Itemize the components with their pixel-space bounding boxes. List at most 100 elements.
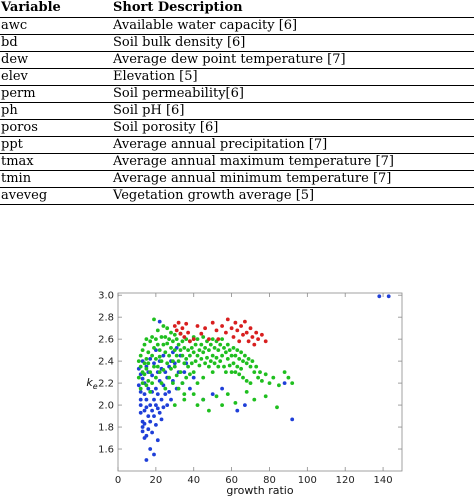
y-tick-label: 3.0 <box>98 291 114 302</box>
data-point-green <box>241 375 245 380</box>
data-point-red <box>244 330 249 335</box>
data-point-green <box>174 337 179 341</box>
data-point-green <box>267 381 272 385</box>
data-point-green <box>231 346 236 350</box>
data-point-green <box>189 361 194 366</box>
data-point-green <box>241 359 245 363</box>
data-point-blue <box>169 397 173 402</box>
data-point-green <box>159 359 164 363</box>
data-point-green <box>244 379 249 383</box>
data-point-green <box>176 342 181 347</box>
data-point-green <box>203 346 208 350</box>
data-point-green <box>243 353 247 358</box>
data-point-blue <box>210 392 215 396</box>
data-point-green <box>150 381 155 385</box>
data-point-green <box>258 370 262 374</box>
data-point-blue <box>140 425 145 429</box>
variable-cell: tmax <box>0 153 111 171</box>
data-point-green <box>244 361 249 366</box>
data-point-green <box>256 375 260 380</box>
data-point-blue <box>282 381 287 385</box>
data-point-green <box>231 361 236 366</box>
data-point-green <box>157 354 162 359</box>
data-point-green <box>157 370 162 374</box>
data-point-blue <box>144 397 149 402</box>
data-point-green <box>227 363 232 368</box>
table-row: perm Soil permeability[6] <box>0 85 474 103</box>
table-row: ph Soil pH [6] <box>0 102 474 120</box>
data-point-green <box>136 359 141 363</box>
data-point-blue <box>138 397 143 402</box>
data-point-green <box>286 375 291 380</box>
data-point-green <box>169 330 173 335</box>
description-cell: Vegetation growth average [5] <box>111 187 474 205</box>
data-point-green <box>260 379 264 383</box>
y-tick-label: 2.2 <box>98 379 114 390</box>
description-cell: Soil permeability[6] <box>111 85 474 103</box>
data-point-blue <box>159 397 164 402</box>
data-point-green <box>252 397 257 402</box>
data-point-green <box>199 342 204 347</box>
variable-table: Variable Short Description awc Available … <box>0 0 474 205</box>
data-point-red <box>243 319 247 324</box>
data-point-green <box>184 357 189 361</box>
data-point-green <box>195 337 200 341</box>
data-point-green <box>136 375 141 380</box>
data-point-green <box>218 342 223 347</box>
data-point-blue <box>150 430 155 435</box>
table-row: tmax Average annual maximum temperature [… <box>0 153 474 171</box>
data-point-green <box>224 370 228 374</box>
data-point-blue <box>165 403 170 407</box>
data-point-blue <box>146 414 151 418</box>
data-point-green <box>178 370 183 374</box>
data-point-green <box>193 342 198 347</box>
data-point-red <box>233 320 238 325</box>
data-point-green <box>271 375 276 380</box>
data-point-green <box>176 359 181 363</box>
data-point-blue <box>154 423 158 427</box>
data-point-green <box>155 328 160 333</box>
data-point-blue <box>157 319 162 324</box>
data-point-blue <box>191 375 196 380</box>
data-point-green <box>182 397 187 402</box>
column-header-variable: Variable <box>0 0 111 18</box>
data-point-green <box>144 383 149 388</box>
data-point-green <box>148 370 153 374</box>
data-point-green <box>282 370 287 374</box>
data-point-red <box>239 324 244 328</box>
data-point-red <box>241 332 245 337</box>
description-cell: Average annual maximum temperature [7] <box>111 153 474 171</box>
data-point-green <box>207 364 211 369</box>
data-point-green <box>216 364 221 369</box>
x-tick-label: 80 <box>263 475 276 486</box>
data-point-green <box>290 381 295 385</box>
data-point-red <box>191 337 196 341</box>
data-point-red <box>248 326 253 331</box>
data-point-red <box>207 337 211 341</box>
data-point-green <box>152 364 156 369</box>
data-point-green <box>159 381 164 385</box>
data-point-green <box>208 342 213 347</box>
data-point-red <box>260 332 264 337</box>
description-cell: Average annual minimum temperature [7] <box>111 170 474 188</box>
data-point-red <box>184 321 189 326</box>
data-point-red <box>216 337 221 341</box>
data-point-red <box>203 326 208 331</box>
data-point-blue <box>157 410 162 415</box>
table-body: awc Available water capacity [6] bd Soil bu… <box>0 17 474 205</box>
data-point-green <box>203 361 208 366</box>
data-point-green <box>169 346 173 350</box>
data-point-green <box>180 339 185 344</box>
data-point-blue <box>138 410 143 415</box>
data-point-blue <box>140 429 145 434</box>
variable-cell: dew <box>0 51 111 69</box>
data-point-green <box>229 353 234 358</box>
data-point-blue <box>182 370 187 374</box>
data-point-green <box>140 348 145 352</box>
data-point-green <box>237 372 242 377</box>
data-point-blue <box>154 386 158 391</box>
table-row: bd Soil bulk density [6] <box>0 34 474 52</box>
data-point-red <box>256 337 260 341</box>
x-tick-label: 60 <box>225 475 238 486</box>
data-point-green <box>167 375 172 380</box>
